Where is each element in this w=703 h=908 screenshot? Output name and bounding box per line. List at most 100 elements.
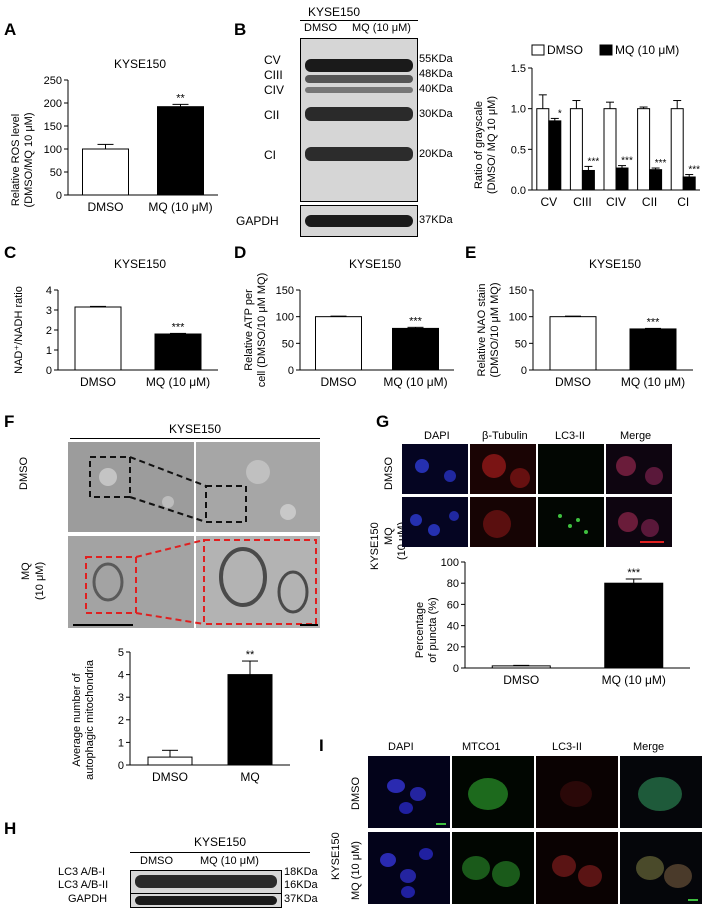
tem-mq-high [196, 536, 320, 628]
y-tick-label: 100 [441, 557, 459, 569]
panel-f-row2-label-2: (10 μM) [34, 561, 46, 600]
mw-55: 55KDa [419, 53, 453, 65]
y-tick-label: 20 [447, 642, 459, 654]
zoom-box-mq-high [203, 539, 317, 625]
panel-d-title: KYSE150 [349, 257, 401, 271]
panel-h-mw-37: 37KDa [284, 893, 318, 905]
y-tick-label: 200 [44, 98, 62, 110]
x-tick-label: MQ (10 μM) [146, 375, 210, 389]
panel-h-lane-dmso: DMSO [140, 855, 173, 867]
legend-dmso-swatch [531, 44, 545, 56]
significance-mark: *** [647, 316, 661, 328]
panel-b-ylabel-2: (DMSO/ MQ 10 μM) [486, 96, 498, 194]
significance-mark: *** [621, 156, 633, 167]
panel-i-row2: MQ (10 μM) [350, 841, 362, 900]
panel-h-gapdh-blot [130, 893, 282, 908]
band-h-gapdh [135, 896, 277, 905]
panel-g-micrographs [402, 444, 672, 547]
panel-letter-e: E [465, 243, 477, 262]
panel-b-gapdh-blot [300, 205, 418, 237]
panel-d-ylabel-2: cell (DMSO/10 μM MQ) [256, 273, 268, 388]
panel-g-ylabel-2: of puncta (%) [427, 597, 439, 662]
panel-g-ylabel-1: Percentage [414, 602, 426, 658]
panel-h-cell-line-bar [130, 852, 310, 853]
bar [637, 108, 651, 191]
panel-a-chart: KYSE150 Relative ROS level (DMSO/MQ 10 μ… [10, 57, 218, 214]
x-tick-label: CIII [573, 195, 592, 209]
band-civ [305, 87, 413, 93]
x-tick-label: CIV [606, 195, 626, 209]
y-tick-label: 40 [447, 621, 459, 633]
band-gapdh [305, 215, 413, 227]
label-cv: CV [264, 53, 281, 67]
band-ciii [305, 75, 413, 83]
mw-37: 37KDa [419, 214, 453, 226]
significance-mark: *** [655, 158, 667, 169]
g-dapi-dmso [402, 444, 468, 494]
band-ci [305, 147, 413, 161]
bar [491, 665, 551, 669]
y-tick-label: 60 [447, 599, 459, 611]
panel-i-row1: DMSO [350, 777, 362, 810]
g-merge-mq [606, 497, 672, 547]
bar [604, 582, 664, 669]
x-tick-label: MQ [240, 770, 259, 784]
y-tick-label: 250 [44, 75, 62, 87]
label-cii: CII [264, 108, 280, 122]
panel-h-mw-16: 16KDa [284, 879, 318, 891]
significance-mark: *** [588, 156, 600, 167]
panel-letter-a: A [4, 20, 17, 39]
bar [154, 333, 202, 371]
panel-g-row1: DMSO [383, 457, 395, 490]
panel-i-col-merge: Merge [633, 741, 665, 753]
legend-mq-swatch [599, 44, 613, 56]
zoom-box-dmso-high [205, 485, 247, 523]
panel-a-ylabel-2: (DMSO/MQ 10 μM) [23, 113, 35, 208]
x-tick-label: MQ (10 μM) [383, 375, 447, 389]
x-tick-label: MQ (10 μM) [148, 200, 212, 214]
panel-letter-d: D [234, 243, 247, 262]
x-tick-label: CII [642, 195, 657, 209]
bar [670, 108, 684, 191]
bar [629, 328, 677, 371]
y-tick-label: 50 [515, 338, 527, 350]
i-dapi-dmso [368, 756, 450, 828]
panel-i-col-mtco1: MTCO1 [462, 741, 501, 753]
significance-mark: *** [627, 567, 641, 579]
y-tick-label: 1 [118, 737, 124, 749]
bar [74, 306, 122, 371]
bar [569, 108, 583, 191]
panel-f-row2-label-1: MQ [20, 562, 32, 580]
panel-c-title: KYSE150 [114, 257, 166, 271]
legend-dmso-label: DMSO [547, 43, 583, 57]
bar [536, 108, 550, 191]
panel-f-chart: Average number of autophagic mitochondri… [71, 647, 290, 784]
significance-mark: ** [176, 92, 185, 104]
y-tick-label: 0 [453, 663, 459, 675]
bar [649, 169, 663, 191]
panel-letter-b: B [234, 20, 247, 39]
panel-h-label-lc3-1: LC3 A/B-I [58, 866, 106, 878]
g-lc3-dmso [538, 444, 604, 494]
y-tick-label: 3 [46, 305, 52, 317]
y-tick-label: 0 [288, 365, 294, 377]
y-tick-label: 0 [118, 760, 124, 772]
y-tick-label: 100 [276, 312, 294, 324]
mw-30: 30KDa [419, 108, 453, 120]
x-tick-label: CV [540, 195, 557, 209]
panel-h-lc3-blot [130, 870, 282, 894]
band-lc3 [135, 875, 277, 888]
panel-f-title-bar [70, 438, 320, 439]
y-tick-label: 0.0 [511, 185, 526, 197]
y-tick-label: 5 [118, 647, 124, 659]
panel-d-ylabel-1: Relative ATP per [243, 289, 255, 371]
panel-g-col-dapi: DAPI [424, 430, 450, 442]
tem-mq-low [68, 536, 194, 628]
y-tick-label: 150 [509, 285, 527, 297]
y-tick-label: 2 [46, 325, 52, 337]
label-ci: CI [264, 148, 276, 162]
y-tick-label: 80 [447, 578, 459, 590]
panel-f-ylabel-2: autophagic mitochondria [84, 659, 96, 780]
label-ciii: CIII [264, 68, 283, 82]
bar [682, 176, 696, 191]
